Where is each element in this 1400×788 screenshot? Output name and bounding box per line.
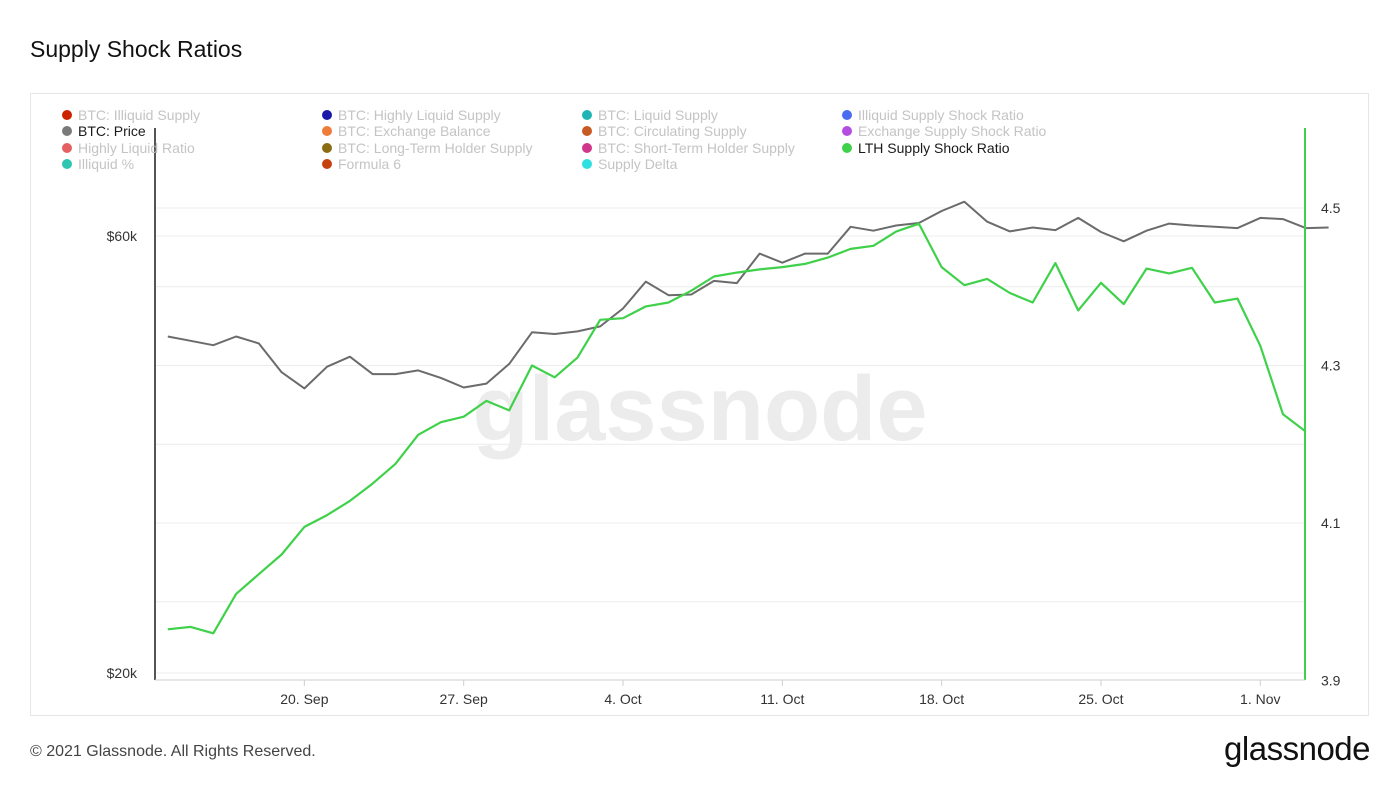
legend-label: Highly Liquid Ratio [78, 139, 195, 156]
copyright-footer: © 2021 Glassnode. All Rights Reserved. [30, 743, 316, 760]
legend-item-btc-liquid-supply[interactable]: BTC: Liquid Supply [582, 107, 718, 123]
x-axis-ticks: 20. Sep 27. Sep 4. Oct 11. Oct 18. Oct 25. Oc… [280, 680, 1281, 707]
page-title: Supply Shock Ratios [30, 36, 243, 62]
chart-watermark: glassnode [472, 358, 927, 460]
legend-dot-icon [322, 126, 332, 137]
x-tick-label: 11. Oct [760, 691, 804, 707]
legend-label: BTC: Short-Term Holder Supply [598, 139, 795, 156]
x-tick-label: 18. Oct [919, 691, 964, 707]
legend-item-btc-illiquid-supply[interactable]: BTC: Illiquid Supply [62, 107, 200, 123]
right-tick-label: 4.5 [1321, 200, 1341, 216]
legend-dot-icon [62, 110, 72, 120]
x-tick-label: 4. Oct [604, 691, 641, 707]
chart-legend: BTC: Illiquid Supply BTC: Highly Liquid S… [62, 107, 1102, 177]
legend-dot-icon [62, 126, 72, 137]
legend-item-exchange-supply-shock-ratio[interactable]: Exchange Supply Shock Ratio [842, 123, 1046, 139]
legend-item-btc-short-term-holder-supply[interactable]: BTC: Short-Term Holder Supply [582, 140, 795, 156]
legend-dot-icon [842, 126, 852, 137]
left-axis-ticks: $60k $20k [107, 228, 138, 681]
legend-label: Illiquid % [78, 155, 135, 172]
legend-item-formula-6[interactable]: Formula 6 [322, 156, 401, 172]
x-tick-label: 27. Sep [440, 691, 488, 707]
chart-frame [30, 93, 1369, 716]
legend-dot-icon [582, 126, 592, 137]
legend-item-btc-circulating-supply[interactable]: BTC: Circulating Supply [582, 123, 747, 139]
legend-dot-icon [62, 158, 72, 169]
x-tick-label: 25. Oct [1078, 691, 1123, 707]
legend-dot-icon [62, 142, 72, 153]
right-tick-label: 3.9 [1321, 673, 1341, 689]
legend-label: Supply Delta [598, 155, 678, 172]
legend-label: BTC: Price [78, 123, 146, 140]
legend-item-highly-liquid-ratio[interactable]: Highly Liquid Ratio [62, 140, 195, 156]
legend-label: BTC: Exchange Balance [338, 123, 491, 140]
chart-series [167, 200, 1329, 635]
legend-dot-icon [582, 110, 592, 120]
left-tick-label: $60k [107, 228, 138, 244]
legend-item-btc-price[interactable]: BTC: Price [62, 123, 146, 139]
legend-label: BTC: Long-Term Holder Supply [338, 139, 533, 156]
legend-label: Exchange Supply Shock Ratio [858, 123, 1047, 140]
legend-label: BTC: Highly Liquid Supply [338, 107, 501, 123]
legend-label: LTH Supply Shock Ratio [858, 139, 1010, 156]
chart-axes [154, 128, 1306, 681]
legend-item-btc-exchange-balance[interactable]: BTC: Exchange Balance [322, 123, 491, 139]
legend-label: BTC: Circulating Supply [598, 123, 747, 140]
right-tick-label: 4.1 [1321, 515, 1341, 531]
glassnode-logo: glassnode [1224, 730, 1370, 767]
legend-label: Formula 6 [338, 155, 402, 172]
left-tick-label: $20k [107, 665, 138, 681]
legend-label: Illiquid Supply Shock Ratio [858, 107, 1024, 123]
x-tick-label: 1. Nov [1240, 691, 1280, 707]
legend-item-btc-highly-liquid-supply[interactable]: BTC: Highly Liquid Supply [322, 107, 501, 123]
legend-dot-icon [582, 142, 592, 153]
legend-dot-icon [322, 142, 332, 153]
legend-item-illiquid[interactable]: Illiquid % [62, 156, 134, 172]
legend-item-illiquid-supply-shock-ratio[interactable]: Illiquid Supply Shock Ratio [842, 107, 1024, 123]
legend-item-supply-delta[interactable]: Supply Delta [582, 156, 677, 172]
legend-item-btc-long-term-holder-supply[interactable]: BTC: Long-Term Holder Supply [322, 140, 533, 156]
right-axis-ticks: 4.5 4.3 4.1 3.9 [1321, 200, 1341, 689]
series-line-btc-price [167, 200, 1329, 390]
legend-dot-icon [582, 158, 592, 169]
legend-label: BTC: Liquid Supply [598, 107, 718, 123]
x-tick-label: 20. Sep [280, 691, 328, 707]
series-line-lth-supply-shock-ratio [167, 222, 1307, 635]
legend-label: BTC: Illiquid Supply [78, 107, 201, 123]
right-tick-label: 4.3 [1321, 358, 1341, 374]
legend-item-lth-supply-shock-ratio[interactable]: LTH Supply Shock Ratio [842, 140, 1009, 156]
legend-dot-icon [842, 110, 852, 120]
legend-dot-icon [842, 142, 852, 153]
legend-dot-icon [322, 110, 332, 120]
legend-dot-icon [322, 158, 332, 169]
